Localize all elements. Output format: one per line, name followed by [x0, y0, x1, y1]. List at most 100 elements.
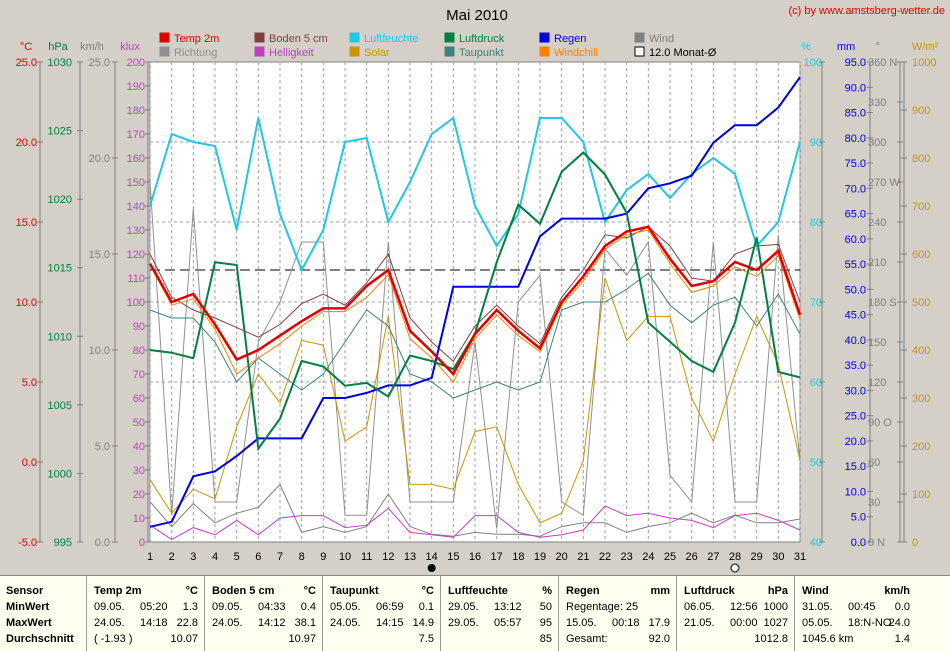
legend-label: Taupunkt: [459, 47, 504, 59]
klux-tick-label: 70: [133, 369, 145, 381]
mm-tick-label: 95.0: [845, 57, 866, 69]
boden-avg-val: 10.97: [288, 633, 316, 645]
x-tick-label: 26: [686, 551, 698, 563]
temp-title: Temp 2m: [94, 585, 142, 597]
hpa-tick-label: 1010: [48, 331, 72, 343]
legend-swatch: [349, 32, 360, 43]
x-tick-label: 27: [707, 551, 719, 563]
temp-tick-label: 20.0: [16, 137, 37, 149]
klux-tick-label: 50: [133, 417, 145, 429]
series-helligkeit: [149, 505, 801, 541]
taupunkt-min-val: 0.1: [418, 601, 434, 613]
regen-max-val: 17.9: [648, 617, 670, 629]
x-tick-label: 17: [491, 551, 503, 563]
klux-tick-label: 140: [127, 201, 145, 213]
x-tick-label: 2: [169, 551, 175, 563]
pct-tick-label: 100: [804, 57, 822, 69]
x-tick-label: 3: [190, 551, 196, 563]
kmh-tick-label: 15.0: [89, 249, 110, 261]
stats-labels-col: Sensor MinWert MaxWert Durchschnitt: [0, 576, 87, 651]
deg-tick-label: 270 W: [868, 177, 900, 189]
series-boden-5-cm: [149, 226, 801, 362]
x-tick-label: 10: [339, 551, 351, 563]
druck-min-time: 12:56: [730, 601, 758, 613]
druck-avg-val: 1012.8: [754, 633, 788, 645]
x-tick-label: 16: [469, 551, 481, 563]
klux-tick-label: 170: [127, 129, 145, 141]
pct-axis-unit: %: [801, 41, 811, 53]
deg-tick-label: 120: [868, 377, 886, 389]
wind-min-val: 0.0: [894, 601, 910, 613]
hpa-tick-label: 995: [54, 537, 72, 549]
plot-area: [148, 61, 802, 543]
temp-min-date: 09.05.: [94, 601, 125, 613]
wm2-axis-unit: W/m²: [912, 41, 939, 53]
klux-tick-label: 30: [133, 465, 145, 477]
taupunkt-avg-val: 7.5: [418, 633, 434, 645]
temp-tick-label: 15.0: [16, 217, 37, 229]
klux-tick-label: 110: [127, 273, 145, 285]
x-tick-label: 4: [212, 551, 218, 563]
druck-max-val: 1027: [763, 617, 788, 629]
temp-min-val: 1.3: [182, 601, 198, 613]
legend-swatch: [539, 46, 550, 57]
legend: Temp 2m Boden 5 cm Luftfeuchte Luftdruck Reg…: [159, 32, 717, 59]
klux-tick-label: 190: [127, 81, 145, 93]
hpa-tick-label: 1030: [48, 57, 72, 69]
boden-title: Boden 5 cm: [212, 585, 275, 597]
label-max: MaxWert: [6, 617, 52, 629]
feuchte-min-time: 13:12: [494, 601, 522, 613]
legend-label: Solar: [364, 47, 390, 59]
kmh-tick-label: 10.0: [89, 345, 110, 357]
x-tick-label: 14: [426, 551, 438, 563]
axes: °C25.020.015.010.05.00.0-5.0hPa103010251…: [16, 41, 939, 573]
series-windchill: [149, 229, 801, 383]
klux-tick-label: 20: [133, 489, 145, 501]
stats-wind-col: Wind km/h 31.05. 00:45 0.0 05.05. 18:N-NO 24.…: [796, 576, 916, 651]
legend-label: Temp 2m: [174, 33, 219, 45]
feuchte-avg-val: 85: [539, 633, 552, 645]
mm-tick-label: 90.0: [845, 82, 866, 94]
deg-tick-label: 30: [868, 497, 880, 509]
stats-druck-col: Luftdruck hPa 06.05. 12:56 1000 21.05. 00:00…: [678, 576, 795, 651]
copyright-text: (c) by www.amstsberg-wetter.de: [789, 5, 946, 17]
boden-min-val: 0.4: [300, 601, 316, 613]
x-tick-label: 8: [299, 551, 305, 563]
full-moon-icon: [730, 563, 740, 573]
mm-tick-label: 10.0: [845, 486, 866, 498]
temp-max-time: 14:18: [140, 617, 168, 629]
mm-tick-label: 30.0: [845, 385, 866, 397]
x-tick-label: 11: [361, 551, 372, 563]
taupunkt-title: Taupunkt: [330, 585, 379, 597]
deg-tick-label: 240: [868, 217, 886, 229]
temp-unit: °C: [185, 585, 198, 597]
mm-tick-label: 55.0: [845, 259, 866, 271]
wind-min-time: 00:45: [848, 601, 876, 613]
taupunkt-max-time: 14:15: [376, 617, 404, 629]
series-richtung: [149, 181, 801, 529]
series-regen: [149, 76, 801, 528]
druck-min-val: 1000: [763, 601, 788, 613]
legend-label: Boden 5 cm: [269, 33, 328, 45]
legend-label: Luftfeuchte: [364, 33, 418, 45]
deg-axis-unit: °: [876, 41, 880, 53]
temp-avg-val: 10.07: [170, 633, 198, 645]
feuchte-min-date: 29.05.: [448, 601, 479, 613]
mm-tick-label: 80.0: [845, 133, 866, 145]
stats-table: Sensor MinWert MaxWert Durchschnitt Temp…: [0, 575, 950, 651]
wm2-tick-label: 0: [912, 537, 918, 549]
temp-tick-label: -5.0: [18, 537, 37, 549]
mm-tick-label: 85.0: [845, 108, 866, 120]
wm2-tick-label: 800: [912, 153, 930, 165]
taupunkt-min-time: 06:59: [376, 601, 404, 613]
pct-tick-label: 90: [810, 137, 822, 149]
label-sensor: Sensor: [6, 585, 44, 597]
kmh-tick-label: 0.0: [95, 537, 110, 549]
x-tick-label: 22: [599, 551, 611, 563]
wm2-tick-label: 1000: [912, 57, 936, 69]
pct-tick-label: 70: [810, 297, 822, 309]
wm2-tick-label: 500: [912, 297, 930, 309]
boden-min-date: 09.05.: [212, 601, 243, 613]
x-tick-label: 12: [382, 551, 394, 563]
klux-tick-label: 10: [133, 513, 145, 525]
